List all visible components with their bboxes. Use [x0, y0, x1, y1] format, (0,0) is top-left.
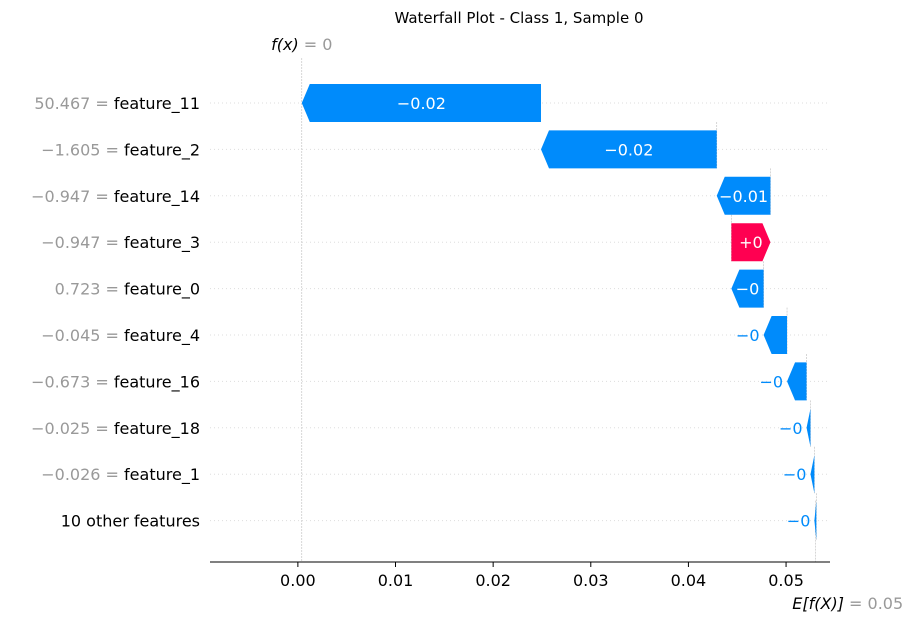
feature-name-label: feature_2: [124, 140, 200, 160]
feature-label: −1.605 = feature_2: [41, 140, 200, 160]
feature-value-label: 50.467 =: [34, 94, 114, 113]
bar-value-label: −0: [736, 326, 760, 345]
feature-name-label: 10 other features: [61, 512, 200, 531]
x-tick-label: 0.05: [768, 571, 804, 590]
feature-value-label: −0.025 =: [31, 419, 114, 438]
negative-bar: [763, 316, 788, 354]
feature-label: 50.467 = feature_11: [34, 94, 200, 114]
x-tick-label: 0.01: [378, 571, 414, 590]
bars: −0.02 −0.02 −0.01 +0 −0 −0 −0 −0 −0 −0: [301, 84, 817, 540]
feature-name-label: feature_18: [114, 419, 200, 439]
feature-label: −0.025 = feature_18: [31, 419, 200, 439]
feature-name-label: feature_14: [114, 187, 200, 207]
feature-name-label: feature_0: [124, 280, 200, 300]
x-tick-label: 0.00: [280, 571, 316, 590]
feature-name-label: feature_3: [124, 233, 200, 253]
feature-label: 0.723 = feature_0: [55, 280, 200, 300]
bar-value-label: −0: [779, 419, 803, 438]
feature-label: 10 other features: [61, 512, 200, 531]
bar-value-label: −0.02: [397, 94, 446, 113]
bar-value-label: −0.02: [604, 140, 653, 159]
x-axis: 0.00 0.01 0.02 0.03 0.04 0.05: [280, 562, 804, 590]
bar-value-label: −0.01: [719, 187, 768, 206]
negative-bar: [301, 84, 541, 122]
feature-name-label: feature_11: [114, 94, 200, 114]
feature-value-label: 0.723 =: [55, 280, 124, 299]
feature-label: −0.045 = feature_4: [41, 326, 200, 346]
expected-value-value: = 0.053: [844, 594, 904, 613]
feature-label: −0.026 = feature_1: [41, 465, 200, 485]
feature-value-label: −1.605 =: [41, 140, 124, 159]
expected-value-name: E[f(X)]: [792, 594, 844, 613]
expected-value-label: E[f(X)] = 0.053: [792, 594, 904, 613]
feature-labels: 50.467 = feature_11 −1.605 = feature_2 −0.…: [31, 94, 200, 531]
feature-label: −0.947 = feature_14: [31, 187, 200, 207]
negative-bar: [540, 130, 717, 169]
x-tick-label: 0.04: [671, 571, 707, 590]
feature-name-label: feature_16: [114, 372, 200, 392]
feature-value-label: −0.673 =: [31, 372, 114, 391]
fx-value: = 0: [299, 35, 333, 54]
chart-title: Waterfall Plot - Class 1, Sample 0: [394, 9, 643, 27]
x-tick-label: 0.02: [475, 571, 511, 590]
x-tick-label: 0.03: [573, 571, 609, 590]
feature-value-label: −0.947 =: [41, 233, 124, 252]
negative-bar: [806, 408, 811, 447]
negative-bar: [810, 455, 815, 494]
bar-value-label: +0: [739, 233, 763, 252]
negative-bar: [731, 269, 764, 308]
feature-name-label: feature_4: [124, 326, 200, 346]
reference-lines: [301, 58, 817, 562]
row-gridlines: [210, 102, 830, 522]
feature-value-label: −0.947 =: [31, 187, 114, 206]
fx-label: f(x) = 0: [271, 35, 332, 54]
feature-value-label: −0.026 =: [41, 465, 124, 484]
bar-value-label: −0: [787, 512, 811, 531]
bar-value-label: −0: [736, 280, 760, 299]
feature-label: −0.673 = feature_16: [31, 372, 200, 392]
negative-bar: [787, 362, 807, 401]
bar-value-label: −0: [783, 465, 807, 484]
feature-name-label: feature_1: [124, 465, 200, 485]
fx-name: f(x): [271, 35, 299, 54]
negative-bar: [716, 176, 771, 215]
bar-value-label: −0: [759, 372, 783, 391]
positive-bar: [731, 223, 771, 262]
feature-label: −0.947 = feature_3: [41, 233, 200, 253]
feature-value-label: −0.045 =: [41, 326, 124, 345]
negative-bar: [814, 501, 817, 540]
